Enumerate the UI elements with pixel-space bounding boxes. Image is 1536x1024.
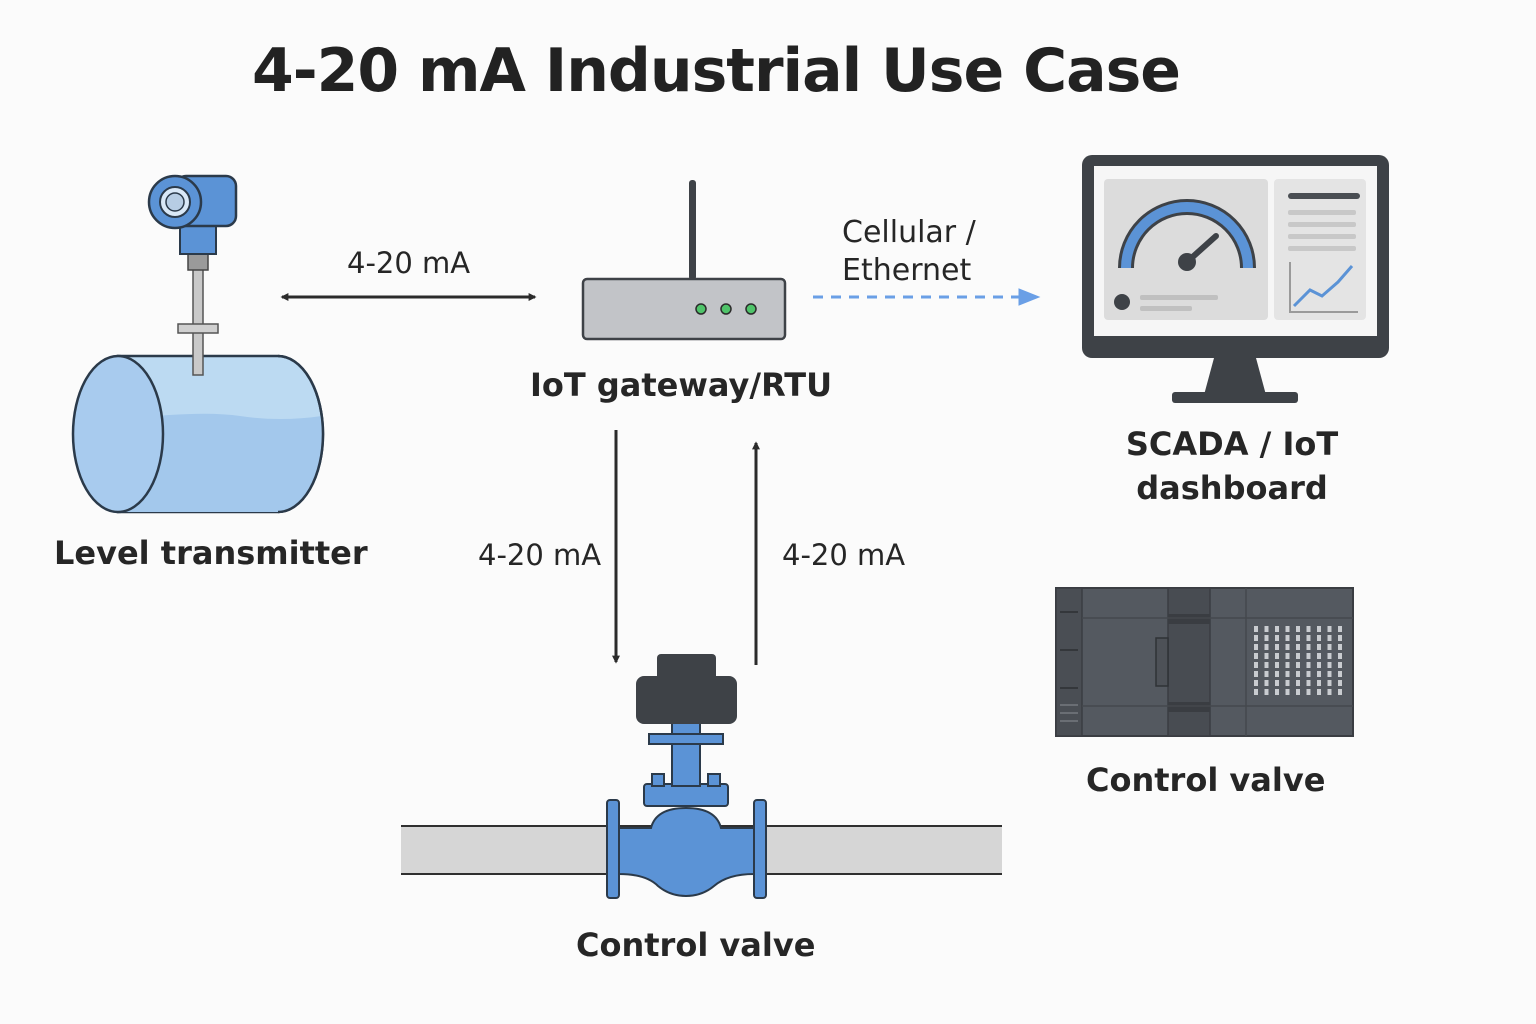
plc-terminal bbox=[1338, 680, 1342, 686]
pipe-and-valve bbox=[401, 654, 1002, 899]
plc-terminal bbox=[1327, 680, 1332, 686]
plc-terminal bbox=[1306, 671, 1311, 677]
plc-terminal bbox=[1275, 689, 1279, 695]
plc-terminal bbox=[1327, 626, 1332, 632]
plc-terminal bbox=[1254, 689, 1258, 695]
plc-terminal bbox=[1285, 635, 1290, 641]
plc-terminal bbox=[1264, 653, 1269, 659]
page-title: 4-20 mA Industrial Use Case bbox=[251, 36, 1181, 106]
plc-terminal bbox=[1296, 662, 1300, 668]
network-link-label-line-1: Cellular / bbox=[842, 215, 976, 250]
tank bbox=[71, 354, 325, 514]
plc-terminal bbox=[1317, 626, 1321, 632]
plc-terminal bbox=[1254, 626, 1258, 632]
plc-terminal bbox=[1285, 626, 1290, 632]
plc-terminal bbox=[1254, 680, 1258, 686]
plc-terminal bbox=[1327, 644, 1332, 650]
scada-label-line-2: dashboard bbox=[1136, 469, 1328, 507]
plc-terminal bbox=[1275, 626, 1279, 632]
plc-terminal bbox=[1275, 635, 1279, 641]
plc-terminal bbox=[1285, 671, 1290, 677]
plc-terminal bbox=[1317, 680, 1321, 686]
network-link-label: Cellular / Ethernet bbox=[842, 214, 976, 290]
plc-terminal bbox=[1285, 644, 1290, 650]
plc-terminal bbox=[1306, 680, 1311, 686]
plc-terminal bbox=[1264, 680, 1269, 686]
plc-terminal bbox=[1296, 680, 1300, 686]
plc-terminal bbox=[1275, 644, 1279, 650]
plc-terminal bbox=[1275, 680, 1279, 686]
plc-terminal bbox=[1338, 653, 1342, 659]
plc-terminal bbox=[1264, 635, 1269, 641]
plc-terminal bbox=[1317, 635, 1321, 641]
plc-terminal bbox=[1317, 653, 1321, 659]
plc-terminal bbox=[1254, 662, 1258, 668]
gateway-to-valve-signal-label: 4-20 mA bbox=[478, 538, 602, 572]
plc-terminal bbox=[1338, 626, 1342, 632]
plc-terminal bbox=[1296, 644, 1300, 650]
plc-terminal bbox=[1327, 653, 1332, 659]
plc-device bbox=[1055, 587, 1354, 737]
plc-terminal bbox=[1338, 671, 1342, 677]
network-link-label-line-2: Ethernet bbox=[842, 253, 972, 288]
plc-terminal bbox=[1275, 671, 1279, 677]
plc-terminal bbox=[1306, 626, 1311, 632]
plc-terminal bbox=[1306, 662, 1311, 668]
plc-terminal bbox=[1264, 689, 1269, 695]
plc-terminal bbox=[1306, 644, 1311, 650]
plc-terminal bbox=[1338, 662, 1342, 668]
plc-terminal bbox=[1296, 626, 1300, 632]
plc-terminal bbox=[1254, 644, 1258, 650]
plc-terminal bbox=[1338, 689, 1342, 695]
status-led-3 bbox=[745, 303, 757, 315]
status-led-1 bbox=[695, 303, 707, 315]
plc-terminal bbox=[1338, 635, 1342, 641]
gateway-device bbox=[581, 180, 787, 341]
plc-terminal bbox=[1264, 671, 1269, 677]
plc-terminal bbox=[1296, 653, 1300, 659]
transmitter-gateway-signal-label: 4-20 mA bbox=[347, 246, 471, 280]
plc-terminal bbox=[1327, 635, 1332, 641]
plc-terminal bbox=[1254, 671, 1258, 677]
plc-terminal bbox=[1254, 653, 1258, 659]
scada-label-line-1: SCADA / IoT bbox=[1125, 425, 1339, 463]
plc-terminal bbox=[1317, 689, 1321, 695]
plc-terminal bbox=[1264, 662, 1269, 668]
plc-terminal bbox=[1296, 689, 1300, 695]
plc-terminal bbox=[1296, 635, 1300, 641]
scada-label: SCADA / IoT dashboard bbox=[1112, 422, 1352, 510]
gateway-label: IoT gateway/RTU bbox=[530, 366, 833, 404]
status-led-2 bbox=[720, 303, 732, 315]
plc-terminal bbox=[1306, 689, 1311, 695]
plc-terminal bbox=[1275, 653, 1279, 659]
plc-terminal bbox=[1285, 662, 1290, 668]
plc-terminal bbox=[1264, 626, 1269, 632]
plc-terminal bbox=[1306, 653, 1311, 659]
plc-terminal bbox=[1327, 662, 1332, 668]
plc-terminal bbox=[1317, 644, 1321, 650]
plc-terminal bbox=[1275, 662, 1279, 668]
level-transmitter-label: Level transmitter bbox=[54, 534, 368, 572]
plc-terminal bbox=[1327, 689, 1332, 695]
plc-caption: Control valve bbox=[1086, 761, 1326, 799]
plc-terminal bbox=[1285, 680, 1290, 686]
plc-terminal bbox=[1317, 662, 1321, 668]
plc-terminal bbox=[1306, 635, 1311, 641]
plc-terminal bbox=[1285, 653, 1290, 659]
scada-monitor bbox=[1082, 155, 1389, 403]
plc-terminal bbox=[1338, 644, 1342, 650]
transmitter-head bbox=[147, 174, 238, 376]
plc-terminal bbox=[1285, 689, 1290, 695]
plc-terminal bbox=[1296, 671, 1300, 677]
level-transmitter-device bbox=[71, 174, 325, 514]
plc-io-terminals bbox=[1254, 626, 1342, 695]
plc-terminal bbox=[1327, 671, 1332, 677]
plc-terminal bbox=[1254, 635, 1258, 641]
plc-terminal bbox=[1317, 671, 1321, 677]
valve-caption: Control valve bbox=[576, 926, 816, 964]
valve-to-gateway-signal-label: 4-20 mA bbox=[782, 538, 906, 572]
plc-terminal bbox=[1264, 644, 1269, 650]
